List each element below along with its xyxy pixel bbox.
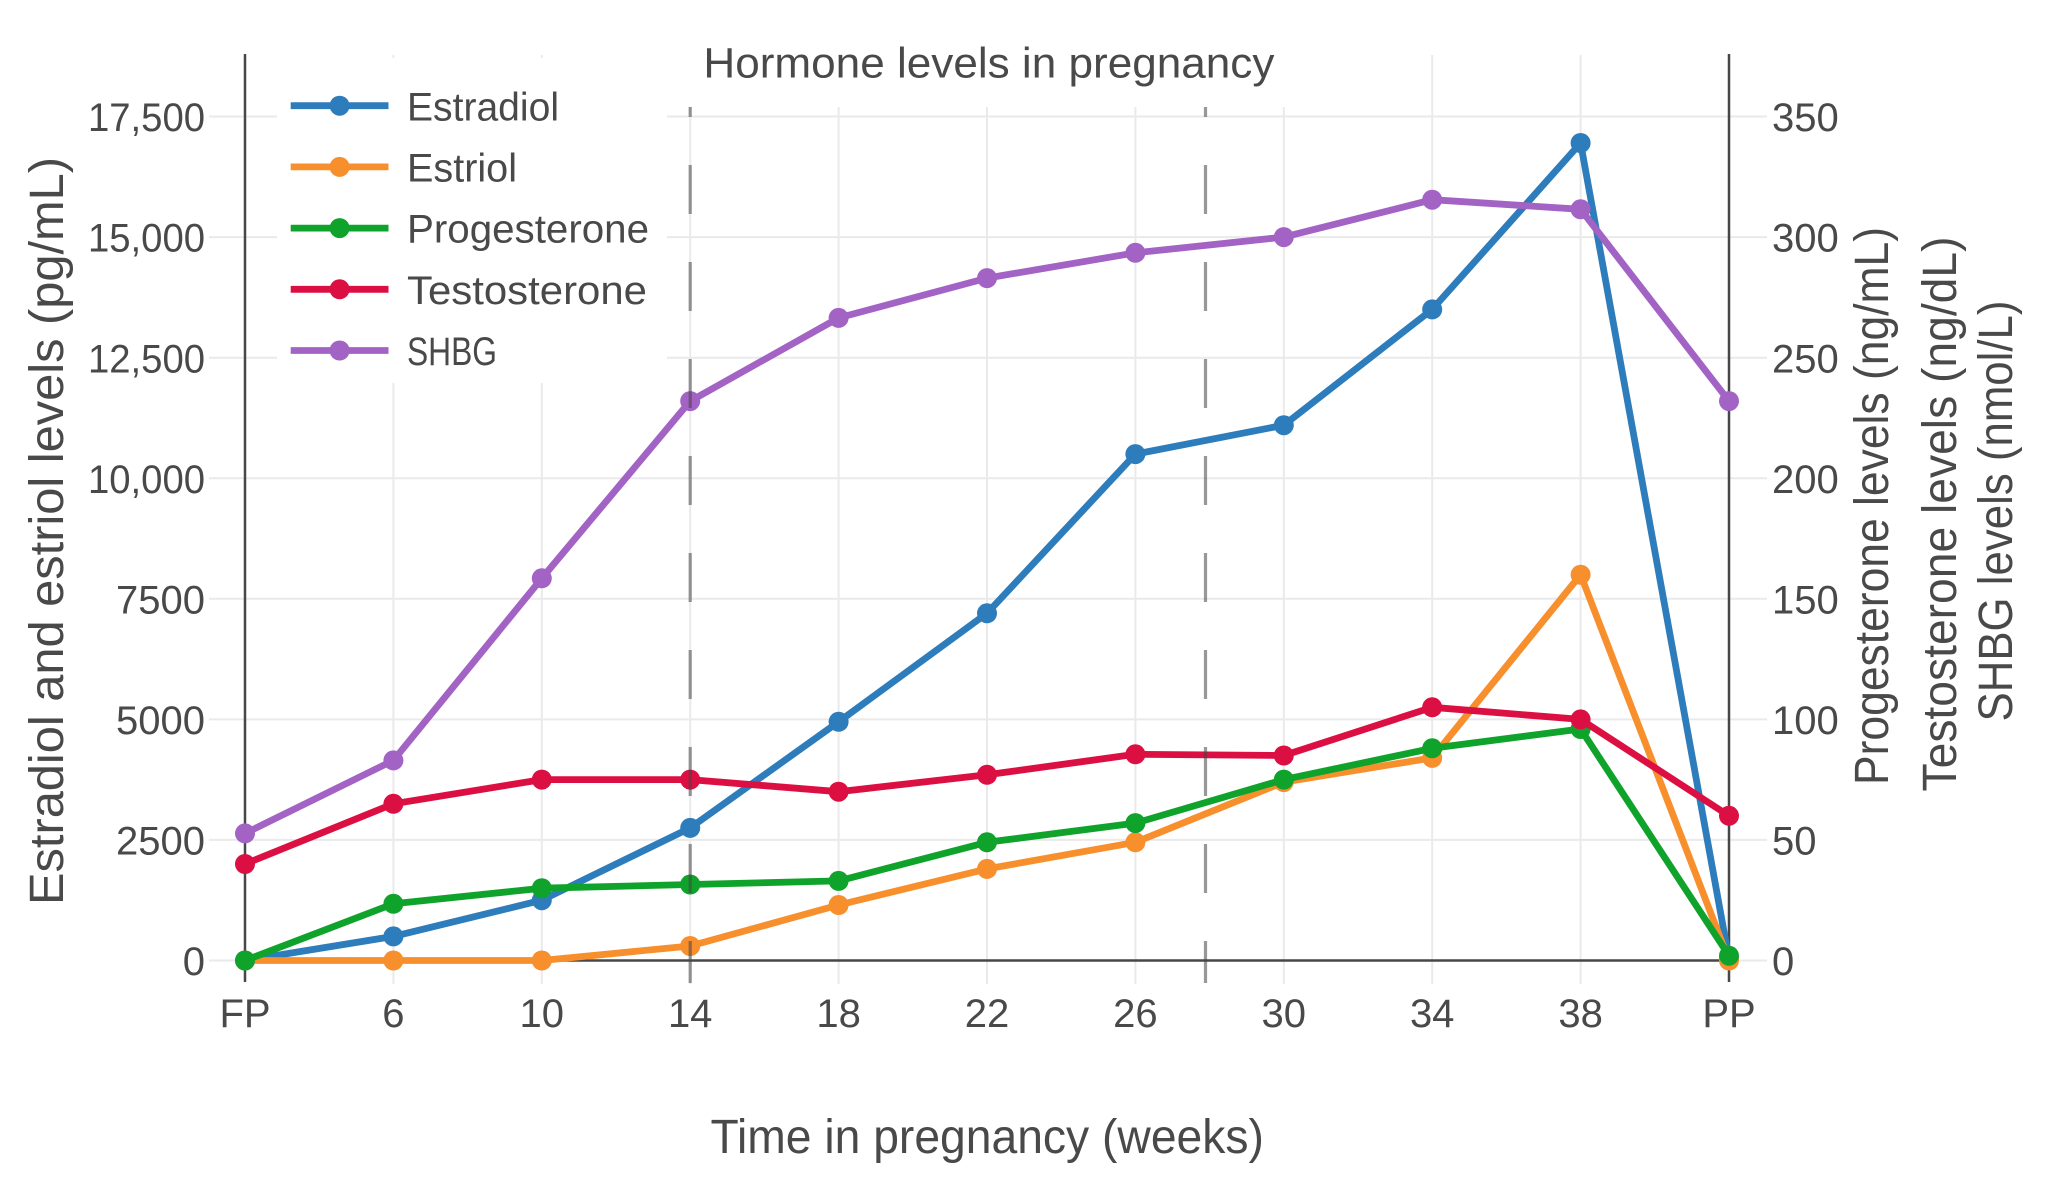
- svg-text:6: 6: [382, 992, 404, 1036]
- svg-text:Testosterone levels (ng/dL): Testosterone levels (ng/dL): [1914, 237, 1967, 792]
- svg-text:100: 100: [1772, 699, 1839, 743]
- svg-text:50: 50: [1772, 820, 1817, 864]
- svg-text:18: 18: [816, 992, 861, 1036]
- svg-text:Time in pregnancy (weeks): Time in pregnancy (weeks): [710, 1111, 1264, 1164]
- svg-text:Estriol: Estriol: [407, 147, 517, 191]
- svg-text:Estradiol: Estradiol: [407, 85, 559, 129]
- svg-text:12,500: 12,500: [88, 337, 205, 381]
- svg-text:300: 300: [1772, 217, 1839, 261]
- svg-text:Hormone levels in pregnancy: Hormone levels in pregnancy: [703, 40, 1275, 88]
- svg-text:10: 10: [520, 992, 565, 1036]
- svg-text:200: 200: [1772, 458, 1839, 502]
- svg-text:7500: 7500: [116, 578, 205, 622]
- svg-text:2500: 2500: [116, 820, 205, 864]
- svg-text:Testosterone: Testosterone: [407, 269, 647, 313]
- svg-text:10,000: 10,000: [88, 458, 205, 502]
- svg-text:0: 0: [1772, 940, 1794, 984]
- svg-text:FP: FP: [219, 992, 270, 1036]
- svg-text:150: 150: [1772, 578, 1839, 622]
- svg-text:38: 38: [1558, 992, 1603, 1036]
- svg-text:5000: 5000: [116, 699, 205, 743]
- svg-text:22: 22: [965, 992, 1010, 1036]
- svg-text:15,000: 15,000: [88, 217, 205, 261]
- svg-text:250: 250: [1772, 337, 1839, 381]
- svg-text:26: 26: [1113, 992, 1158, 1036]
- svg-text:30: 30: [1262, 992, 1307, 1036]
- svg-text:0: 0: [183, 940, 205, 984]
- svg-text:350: 350: [1772, 96, 1839, 140]
- svg-text:SHBG levels (nmol/L): SHBG levels (nmol/L): [1970, 301, 2023, 722]
- svg-text:Progesterone: Progesterone: [407, 208, 649, 252]
- svg-text:SHBG: SHBG: [407, 330, 497, 374]
- svg-text:Progesterone levels (ng/mL): Progesterone levels (ng/mL): [1846, 227, 1899, 785]
- svg-text:14: 14: [668, 992, 713, 1036]
- svg-text:Estradiol and estriol levels (: Estradiol and estriol levels (pg/mL): [21, 157, 74, 905]
- svg-text:34: 34: [1410, 992, 1455, 1036]
- svg-text:PP: PP: [1702, 992, 1755, 1036]
- svg-text:17,500: 17,500: [88, 96, 205, 140]
